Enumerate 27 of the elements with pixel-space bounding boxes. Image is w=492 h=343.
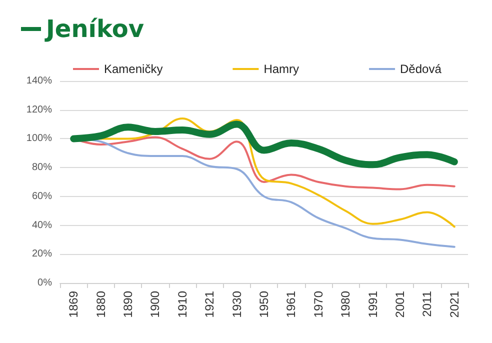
legend-label: Kameničky (104, 62, 163, 76)
y-tick-label: 20% (32, 248, 52, 260)
y-tick-label: 140% (26, 76, 52, 86)
y-tick-label: 0% (38, 278, 52, 288)
x-tick-label: 1980 (338, 290, 353, 318)
x-tick-label: 2011 (420, 290, 434, 317)
x-tick-label: 1869 (66, 290, 81, 318)
legend-label: Dědová (400, 62, 442, 76)
x-tick-label: 1900 (148, 290, 162, 318)
x-tick-label: 1970 (311, 290, 326, 318)
x-tick-label: 2021 (447, 290, 462, 318)
x-tick-label: 1950 (257, 290, 271, 318)
x-tick-label: 1921 (202, 290, 217, 318)
x-tick-label: 1961 (284, 290, 298, 318)
x-tick-label: 2001 (393, 290, 407, 318)
y-tick-label: 100% (26, 133, 52, 144)
y-tick-label: 60% (32, 190, 52, 202)
y-tick-label: 80% (32, 162, 52, 174)
y-tick-label: 40% (32, 220, 52, 231)
legend-label: Hamry (264, 62, 300, 76)
x-tick-label: 1880 (94, 290, 108, 318)
x-tick-label: 1910 (175, 290, 190, 318)
legend-label: Jeníkov (44, 15, 144, 43)
x-tick-label: 1991 (366, 290, 380, 318)
x-tick-label: 1890 (121, 290, 135, 318)
x-tick-label: 1930 (230, 290, 244, 318)
y-tick-label: 120% (26, 104, 52, 116)
